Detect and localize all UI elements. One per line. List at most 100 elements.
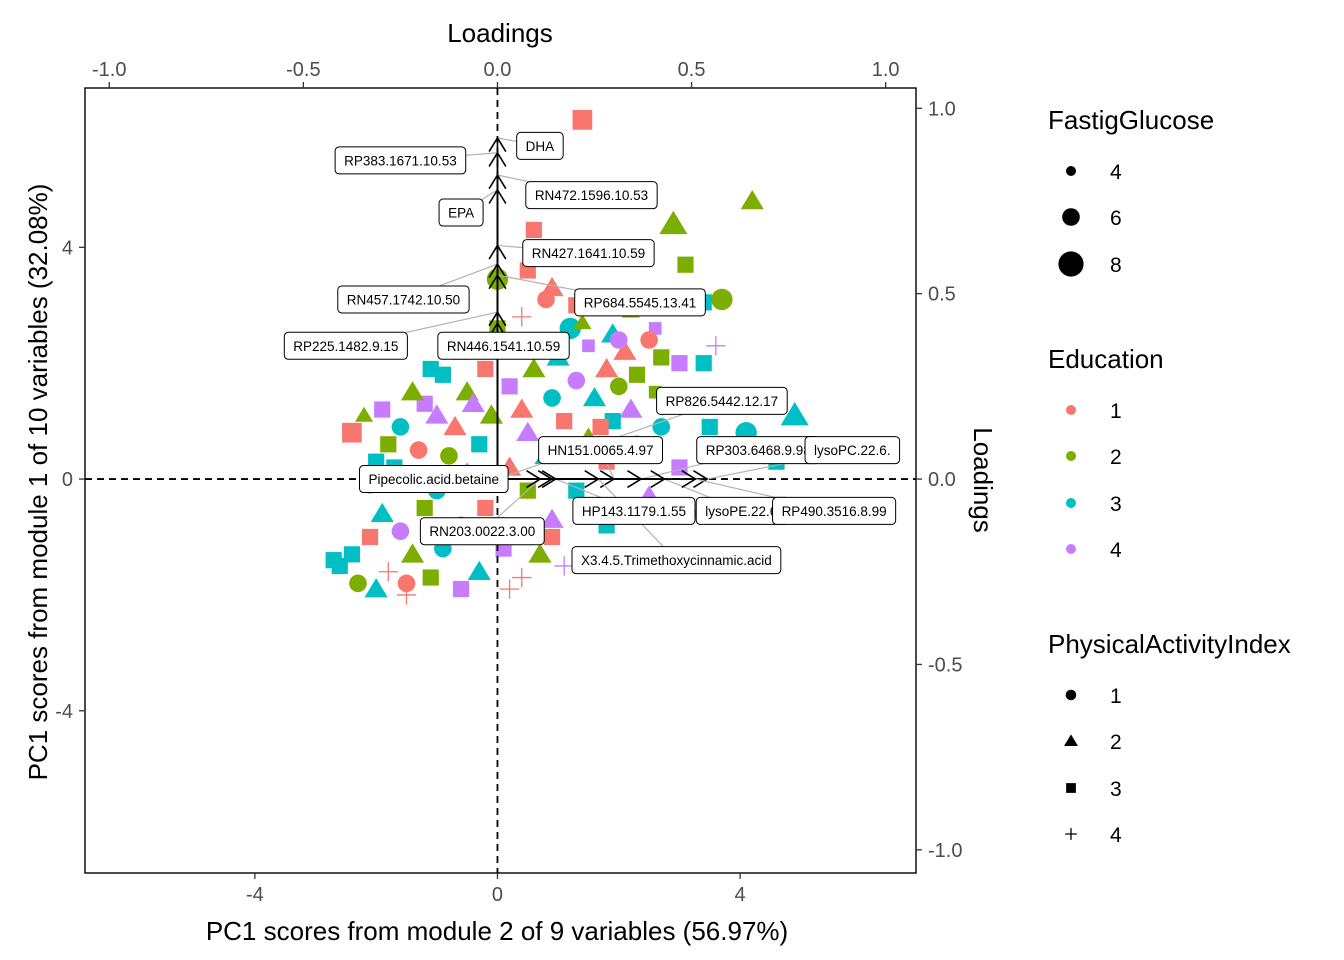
legend-size-label: 4 <box>1110 161 1122 184</box>
loading-label-text: DHA <box>526 139 555 154</box>
data-point <box>500 579 519 598</box>
right-axis-title: Loadings <box>968 427 998 533</box>
data-point <box>573 110 593 130</box>
data-point <box>401 381 424 400</box>
data-point <box>392 418 410 436</box>
data-point <box>423 569 439 585</box>
data-point <box>362 529 378 545</box>
legend-shape-key <box>1064 734 1078 746</box>
data-point <box>610 331 628 349</box>
data-point <box>741 190 764 209</box>
loading-label: RP826.5442.12.17 <box>657 387 788 414</box>
data-point <box>510 399 533 418</box>
loading-label: EPA <box>439 199 483 226</box>
data-point <box>671 355 687 371</box>
data-point <box>410 441 428 459</box>
loading-label-text: HP143.1179.1.55 <box>582 504 686 519</box>
x-tick-label: 0 <box>492 884 503 906</box>
loading-label-text: RP684.5545.13.41 <box>584 295 697 310</box>
legend-shape-key <box>1065 828 1077 840</box>
right-tick-label: -0.5 <box>928 654 962 676</box>
loading-label: RP225.1482.9.15 <box>284 332 407 359</box>
data-point <box>380 436 396 452</box>
loading-label: X3.4.5.Trimethoxycinnamic.acid <box>572 547 781 574</box>
loading-label-text: RP225.1482.9.15 <box>293 339 398 354</box>
legend-shape-key <box>1066 690 1077 701</box>
y-tick-label: 0 <box>62 469 73 491</box>
loading-label-text: Pipecolic.acid.betaine <box>368 472 499 487</box>
data-point <box>711 289 732 310</box>
data-point <box>512 568 531 587</box>
data-point <box>379 562 398 581</box>
legend-title-size: FastigGlucose <box>1048 105 1214 135</box>
data-point <box>583 387 606 406</box>
data-point <box>477 361 493 377</box>
data-point <box>480 404 503 423</box>
loading-label: RN457.1742.10.50 <box>338 286 469 313</box>
data-point <box>502 378 518 394</box>
data-point <box>512 307 531 326</box>
data-point <box>423 361 439 377</box>
loading-label: HP143.1179.1.55 <box>573 497 695 524</box>
data-point <box>355 407 373 422</box>
loading-label: RN427.1641.10.59 <box>523 240 654 267</box>
data-point <box>371 503 394 522</box>
data-point <box>417 500 433 516</box>
y-tick-label: -4 <box>55 701 73 723</box>
loading-label-text: lysoPE.22.6. <box>705 504 781 519</box>
data-point <box>544 529 560 545</box>
right-tick-label: 0.5 <box>928 284 956 306</box>
legend-color-label: 2 <box>1110 446 1122 469</box>
right-tick-label: 0.0 <box>928 469 956 491</box>
data-point <box>619 399 642 418</box>
data-point <box>374 401 390 417</box>
data-point <box>556 413 572 429</box>
legend-shape-label: 4 <box>1110 824 1122 847</box>
loading-label: RN472.1596.10.53 <box>526 182 657 209</box>
legend-shape-label: 3 <box>1110 778 1122 801</box>
loading-label-text: RP303.6468.9.98 <box>706 443 811 458</box>
legend-title-shape: PhysicalActivityIndex <box>1048 629 1291 659</box>
legend-shape-key <box>1066 783 1076 793</box>
right-tick-label: -1.0 <box>928 840 962 862</box>
y-axis-title: PC1 scores from module 1 of 10 variables… <box>23 184 53 781</box>
data-point <box>652 418 670 436</box>
legend-color-key <box>1066 405 1076 415</box>
axes: PC1 scores from module 2 of 9 variables … <box>23 18 998 946</box>
loading-label-text: EPA <box>448 206 474 221</box>
data-point <box>595 358 618 377</box>
data-point <box>516 422 539 441</box>
loading-label: RP383.1671.10.53 <box>335 147 466 174</box>
x-tick-label: -4 <box>246 884 264 906</box>
top-tick-label: 1.0 <box>872 59 900 81</box>
legend-color-label: 4 <box>1110 539 1122 562</box>
loading-label: Pipecolic.acid.betaine <box>359 466 508 493</box>
data-point <box>659 211 687 234</box>
loading-label-text: RN203.0022.3.00 <box>429 524 535 539</box>
legend-shape-label: 1 <box>1110 685 1122 708</box>
top-tick-label: -0.5 <box>286 59 320 81</box>
loading-label-text: X3.4.5.Trimethoxycinnamic.acid <box>581 553 772 568</box>
data-point <box>592 419 608 435</box>
data-point <box>640 331 658 349</box>
data-point <box>677 257 693 273</box>
legend-color-label: 1 <box>1110 400 1122 423</box>
data-point <box>528 543 551 562</box>
data-point <box>477 500 493 516</box>
data-point <box>440 447 458 465</box>
loading-label: DHA <box>517 132 564 159</box>
data-point <box>537 291 555 309</box>
legend-color-key <box>1066 498 1076 508</box>
legend-size-key <box>1062 208 1080 226</box>
data-point <box>349 575 367 593</box>
data-point <box>471 436 487 452</box>
data-point <box>696 355 712 371</box>
loading-label-text: lysoPC.22.6. <box>814 443 891 458</box>
data-point <box>568 372 586 390</box>
legend: FastigGlucose Education PhysicalActivity… <box>1048 105 1291 847</box>
data-point <box>582 339 595 352</box>
data-point <box>653 349 669 365</box>
legend-size-label: 6 <box>1110 207 1122 230</box>
loading-label-text: RP490.3516.8.99 <box>782 504 887 519</box>
